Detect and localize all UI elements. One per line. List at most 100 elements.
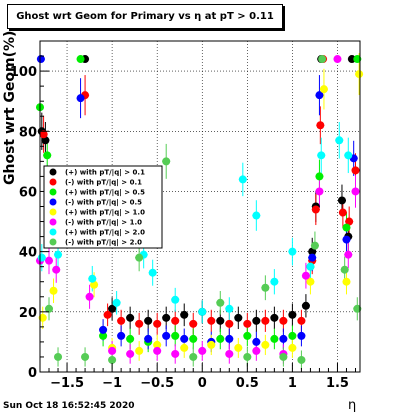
- data-point: [117, 316, 126, 325]
- data-point: [144, 334, 153, 343]
- data-point: [135, 346, 144, 355]
- data-point: [243, 319, 252, 328]
- data-point: [99, 325, 108, 334]
- data-point: [297, 331, 306, 340]
- data-point: [234, 313, 243, 322]
- data-point: [308, 253, 317, 262]
- legend-marker: [49, 228, 57, 236]
- y-tick-label: 20: [19, 306, 37, 321]
- data-point: [36, 55, 45, 64]
- data-point: [318, 55, 327, 64]
- data-point: [54, 250, 63, 259]
- data-point: [108, 346, 117, 355]
- data-point: [288, 331, 297, 340]
- legend-entry: (+) with pT/|q| > 1.0: [65, 209, 145, 218]
- data-point: [126, 349, 135, 358]
- data-point: [207, 340, 216, 349]
- legend-marker: [49, 188, 57, 196]
- date-stamp: Sun Oct 18 16:52:45 2020: [3, 401, 135, 411]
- data-point: [317, 151, 326, 160]
- y-tick-label: 80: [19, 125, 37, 140]
- data-point: [153, 319, 162, 328]
- data-point: [338, 208, 347, 217]
- data-point: [340, 265, 349, 274]
- data-point: [342, 223, 351, 232]
- data-point: [297, 316, 306, 325]
- x-tick-label: −1.5: [50, 376, 84, 391]
- legend-marker: [49, 238, 57, 246]
- data-point: [238, 175, 247, 184]
- data-point: [41, 136, 50, 145]
- data-point: [126, 334, 135, 343]
- data-point: [85, 292, 94, 301]
- data-point: [90, 280, 99, 289]
- data-point: [288, 310, 297, 319]
- x-tick-label: 1.5: [326, 376, 349, 391]
- data-point: [99, 331, 108, 340]
- data-point: [270, 313, 279, 322]
- legend-entry: (+) with pT/|q| > 2.0: [65, 229, 145, 238]
- data-point: [216, 334, 225, 343]
- data-point: [234, 343, 243, 352]
- data-point: [153, 346, 162, 355]
- data-point: [108, 355, 117, 364]
- data-point: [353, 55, 362, 64]
- data-point: [148, 268, 157, 277]
- data-point: [337, 196, 346, 205]
- data-point: [39, 130, 48, 139]
- data-point: [335, 136, 344, 145]
- data-point: [315, 187, 324, 196]
- data-point: [316, 121, 325, 130]
- data-point: [308, 247, 317, 256]
- legend-marker: [49, 198, 57, 206]
- data-point: [76, 94, 85, 103]
- data-point: [171, 349, 180, 358]
- legend-marker: [49, 168, 57, 176]
- data-point: [108, 304, 117, 313]
- data-point: [344, 151, 353, 160]
- data-point: [52, 265, 61, 274]
- chart-title: Ghost wrt Geom for Primary vs η at pT > …: [16, 11, 274, 22]
- x-tick-label: 0: [198, 376, 207, 391]
- data-point: [135, 253, 144, 262]
- legend-marker: [49, 178, 57, 186]
- y-tick-label: 60: [19, 185, 37, 200]
- data-point: [225, 319, 234, 328]
- data-point: [76, 55, 85, 64]
- legend: (+) with pT/|q| > 0.1(-) with pT/|q| > 0…: [43, 165, 163, 249]
- data-point: [243, 331, 252, 340]
- data-point: [117, 331, 126, 340]
- data-point: [180, 310, 189, 319]
- y-tick-label: 100: [10, 65, 37, 80]
- data-point: [353, 304, 362, 313]
- y-tick-label: 0: [28, 366, 37, 381]
- data-point: [261, 340, 270, 349]
- data-point: [103, 310, 112, 319]
- data-point: [315, 91, 324, 100]
- data-point: [311, 205, 320, 214]
- data-point: [315, 172, 324, 181]
- data-point: [306, 262, 315, 271]
- data-point: [162, 313, 171, 322]
- data-point: [171, 331, 180, 340]
- data-point: [45, 256, 54, 265]
- x-tick-label: −0.5: [140, 376, 174, 391]
- data-point: [270, 334, 279, 343]
- data-point: [306, 277, 315, 286]
- data-point: [189, 319, 198, 328]
- chart-title-box: Ghost wrt Geom for Primary vs η at pT > …: [7, 4, 283, 29]
- data-point: [261, 283, 270, 292]
- legend-marker: [49, 208, 57, 216]
- data-point: [252, 346, 261, 355]
- data-point: [351, 166, 360, 175]
- legend-entry: (+) with pT/|q| > 0.5: [65, 189, 145, 198]
- data-point: [279, 352, 288, 361]
- data-point: [49, 286, 58, 295]
- data-point: [153, 340, 162, 349]
- data-point: [189, 352, 198, 361]
- data-point: [310, 241, 319, 250]
- data-point: [207, 316, 216, 325]
- data-point: [301, 271, 310, 280]
- data-point: [344, 250, 353, 259]
